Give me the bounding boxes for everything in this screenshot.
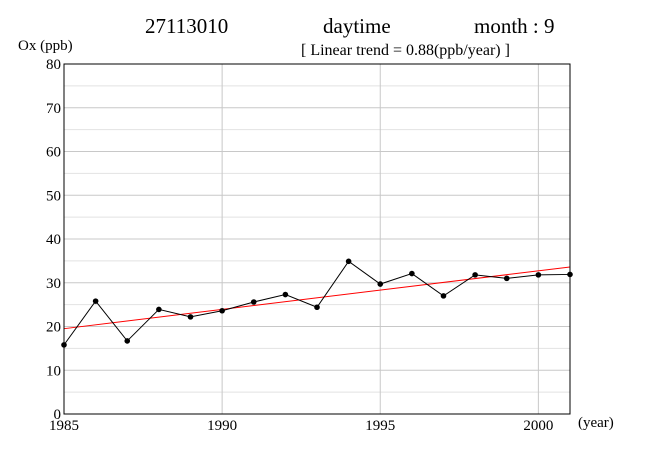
tick-labels: 0 10 20 30 40 50 60 70 80 1985 1990 1995 2000 xyxy=(46,57,553,434)
trend-line xyxy=(63,266,571,330)
series-group xyxy=(61,258,573,348)
x-axis-label: (year) xyxy=(578,415,614,431)
y-tick-label: 40 xyxy=(46,232,61,248)
data-point xyxy=(535,272,542,278)
data-point xyxy=(219,307,225,314)
data-point xyxy=(250,299,257,305)
data-point xyxy=(156,306,162,313)
y-tick-label: 0 xyxy=(54,407,62,423)
data-point xyxy=(314,304,320,311)
data-point xyxy=(345,258,352,265)
data-point xyxy=(409,270,415,277)
y-tick-label: 20 xyxy=(46,320,61,336)
series-line xyxy=(63,260,571,346)
y-tick-label: 80 xyxy=(46,57,61,73)
y-tick-label: 70 xyxy=(46,101,61,117)
data-point xyxy=(187,314,194,320)
y-tick-label: 50 xyxy=(46,188,61,204)
data-point xyxy=(92,298,99,304)
x-tick-label: 2000 xyxy=(523,418,553,434)
data-point xyxy=(503,275,510,282)
y-tick-label: 60 xyxy=(46,145,61,161)
y-axis-label: Ox (ppb) xyxy=(18,38,73,54)
station-code: 27113010 xyxy=(145,14,229,38)
x-tick-label: 1990 xyxy=(207,418,237,434)
y-tick-label: 10 xyxy=(46,363,61,379)
data-point xyxy=(282,291,289,298)
month-label: month : 9 xyxy=(474,14,555,38)
data-point xyxy=(377,281,384,287)
linear-trend-label: [ Linear trend = 0.88(ppb/year) ] xyxy=(301,42,510,59)
y-tick-label: 30 xyxy=(46,276,61,292)
trend-line-group xyxy=(63,266,571,330)
x-tick-label: 1995 xyxy=(365,418,395,434)
x-tick-label: 1985 xyxy=(49,418,79,434)
data-point xyxy=(440,293,447,299)
plot-frame xyxy=(63,63,571,415)
data-point xyxy=(472,272,478,278)
grid-lines xyxy=(64,64,570,414)
period-label: daytime xyxy=(323,14,391,38)
data-point xyxy=(124,338,131,344)
